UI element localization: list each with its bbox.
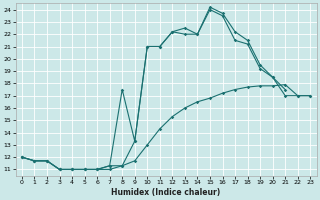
X-axis label: Humidex (Indice chaleur): Humidex (Indice chaleur) — [111, 188, 221, 197]
